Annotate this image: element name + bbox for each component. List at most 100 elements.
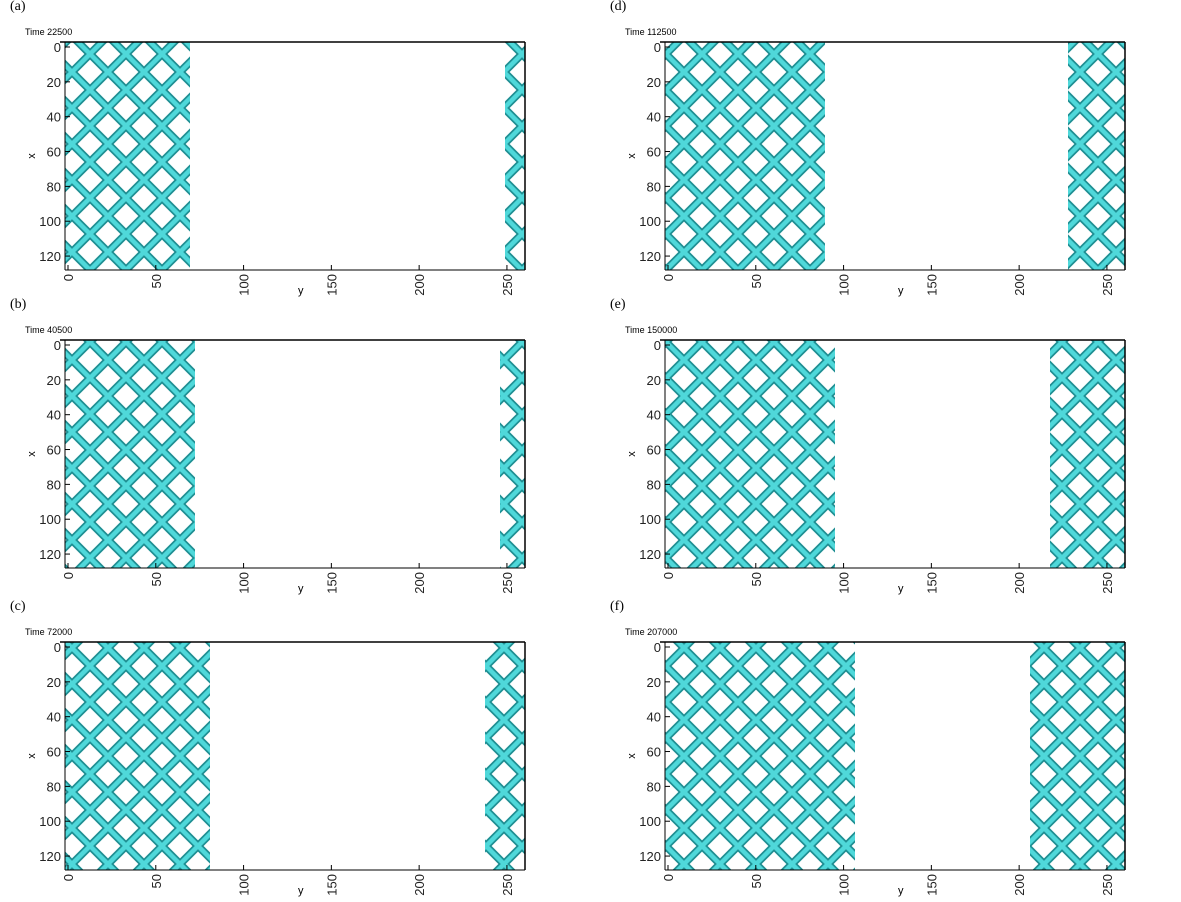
y-tick-label: 0	[61, 874, 76, 881]
ylabel: y	[898, 885, 904, 897]
xlabel: x	[26, 153, 38, 159]
x-tick-label: 120	[639, 249, 661, 264]
ylabel: y	[898, 285, 904, 297]
y-tick-label: 0	[661, 874, 676, 881]
xlabel: x	[26, 753, 38, 759]
x-tick-label: 60	[47, 145, 61, 160]
lattice-left	[65, 642, 210, 870]
x-tick-label: 100	[39, 512, 61, 527]
x-tick-label: 40	[47, 110, 61, 125]
xlabel: x	[626, 451, 638, 457]
x-tick-label: 0	[654, 40, 661, 55]
y-tick-label: 50	[749, 274, 764, 288]
y-tick-label: 50	[749, 874, 764, 888]
x-tick-label: 120	[39, 249, 61, 264]
panel-label: (d)	[610, 0, 627, 14]
ylabel: y	[298, 885, 304, 897]
y-tick-label: 0	[661, 572, 676, 579]
time-label: Time 112500	[625, 27, 677, 37]
x-tick-label: 80	[647, 779, 661, 794]
y-tick-label: 250	[1100, 572, 1115, 594]
time-label: Time 150000	[625, 325, 677, 335]
lattice-right	[1030, 642, 1125, 870]
x-tick-label: 20	[47, 373, 61, 388]
x-tick-label: 20	[47, 675, 61, 690]
y-tick-label: 200	[1012, 874, 1027, 896]
x-tick-label: 0	[654, 338, 661, 353]
y-tick-label: 150	[324, 572, 339, 594]
x-tick-label: 120	[39, 547, 61, 562]
x-tick-label: 100	[39, 814, 61, 829]
ylabel: y	[298, 583, 304, 595]
y-tick-label: 250	[500, 572, 515, 594]
y-tick-label: 50	[149, 274, 164, 288]
y-tick-label: 50	[749, 572, 764, 586]
y-tick-label: 100	[837, 572, 852, 594]
x-tick-label: 80	[647, 179, 661, 194]
x-tick-label: 20	[647, 675, 661, 690]
x-tick-label: 40	[647, 110, 661, 125]
y-tick-label: 100	[837, 874, 852, 896]
y-tick-label: 100	[237, 274, 252, 296]
x-tick-label: 20	[647, 373, 661, 388]
x-tick-label: 40	[647, 710, 661, 725]
x-tick-label: 80	[47, 179, 61, 194]
y-tick-label: 50	[149, 874, 164, 888]
y-tick-label: 250	[1100, 274, 1115, 296]
y-tick-label: 250	[500, 274, 515, 296]
xlabel: x	[26, 451, 38, 457]
y-tick-label: 200	[412, 274, 427, 296]
x-tick-label: 60	[647, 443, 661, 458]
x-tick-label: 60	[47, 745, 61, 760]
x-tick-label: 100	[639, 512, 661, 527]
time-label: Time 72000	[25, 627, 72, 637]
y-tick-label: 150	[324, 274, 339, 296]
y-tick-label: 100	[237, 874, 252, 896]
xlabel: x	[626, 753, 638, 759]
y-tick-label: 0	[661, 274, 676, 281]
time-label: Time 40500	[25, 325, 72, 335]
lattice-left	[665, 42, 825, 270]
x-tick-label: 120	[639, 547, 661, 562]
time-label: Time 207000	[625, 627, 677, 637]
y-tick-label: 150	[924, 572, 939, 594]
x-tick-label: 80	[47, 779, 61, 794]
x-tick-label: 120	[39, 849, 61, 864]
lattice-right	[505, 42, 525, 270]
y-tick-label: 100	[237, 572, 252, 594]
x-tick-label: 0	[654, 640, 661, 655]
panel: (d) Time 112500 0 20 40 60 80 100 120 0 50 100 150 20…	[610, 0, 1126, 297]
ylabel: y	[298, 285, 304, 297]
lattice-left	[65, 42, 190, 270]
y-tick-label: 200	[412, 572, 427, 594]
y-tick-label: 250	[500, 874, 515, 896]
lattice-left	[665, 340, 835, 568]
panel-label: (c)	[10, 599, 26, 614]
y-tick-label: 150	[324, 874, 339, 896]
panel-label: (f)	[610, 599, 624, 614]
panel: (b) Time 40500 0 20 40 60 80 100 120 0 50 100 150 200…	[10, 297, 526, 595]
y-tick-label: 0	[61, 274, 76, 281]
x-tick-label: 80	[47, 477, 61, 492]
y-tick-label: 250	[1100, 874, 1115, 896]
lattice-right	[500, 340, 525, 568]
x-tick-label: 80	[647, 477, 661, 492]
x-tick-label: 40	[647, 408, 661, 423]
x-tick-label: 100	[639, 814, 661, 829]
panel: (e) Time 150000 0 20 40 60 80 100 120 0 50 100 150 20…	[610, 297, 1126, 595]
y-tick-label: 50	[149, 572, 164, 586]
x-tick-label: 40	[47, 710, 61, 725]
panel: (a) Time 22500 0 20 40 60 80 100 120 0 50 100 150 200…	[10, 0, 526, 297]
lattice-left	[65, 340, 195, 568]
y-tick-label: 200	[412, 874, 427, 896]
lattice-right	[1050, 340, 1125, 568]
xlabel: x	[626, 153, 638, 159]
x-tick-label: 60	[647, 745, 661, 760]
lattice-right	[1068, 42, 1125, 270]
panel-label: (e)	[610, 297, 626, 312]
x-tick-label: 0	[54, 640, 61, 655]
x-tick-label: 20	[647, 75, 661, 90]
lattice-right	[485, 642, 525, 870]
x-tick-label: 100	[39, 214, 61, 229]
